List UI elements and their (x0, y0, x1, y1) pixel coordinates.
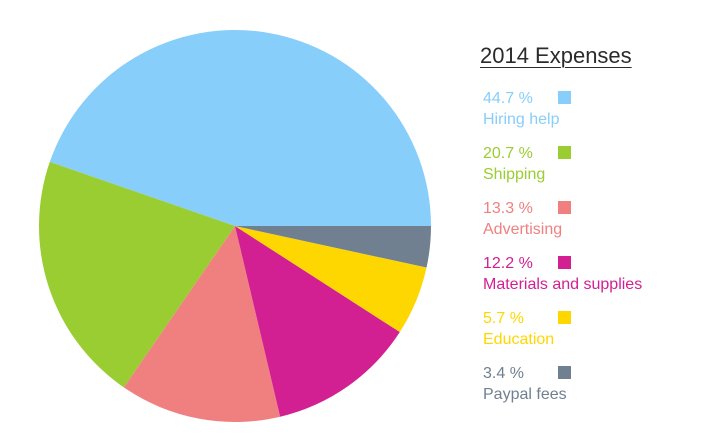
legend-swatch (558, 91, 571, 104)
legend-item-hiring-help: 44.7 % Hiring help (483, 88, 571, 130)
legend-percent: 12.2 % (483, 255, 533, 272)
pie-chart (39, 30, 432, 423)
legend-item-materials-and-supplies: 12.2 % Materials and supplies (483, 253, 642, 295)
legend-label: Advertising (483, 221, 563, 238)
pie-slice-advertising (123, 226, 281, 423)
legend-swatch (558, 311, 571, 324)
legend-title: 2014 Expenses (480, 43, 632, 68)
pie-slice-shipping (39, 161, 235, 388)
pie-slice-hiring-help (49, 30, 432, 226)
legend-percent: 44.7 % (483, 90, 533, 107)
legend-percent: 3.4 % (483, 365, 524, 382)
legend-item-advertising: 13.3 % Advertising (483, 198, 571, 240)
legend-swatch (558, 256, 571, 269)
legend-percent: 13.3 % (483, 200, 533, 217)
legend-swatch (558, 201, 571, 214)
legend-percent: 20.7 % (483, 145, 533, 162)
legend-label: Education (483, 331, 555, 348)
legend-swatch (558, 366, 571, 379)
legend-swatch (558, 146, 571, 159)
legend-item-education: 5.7 % Education (483, 308, 571, 350)
legend-label: Shipping (483, 166, 546, 183)
pie-slice-materials-and-supplies (235, 226, 400, 417)
legend-item-shipping: 20.7 % Shipping (483, 143, 571, 185)
legend-label: Materials and supplies (483, 276, 643, 293)
legend-label: Paypal fees (483, 386, 567, 403)
legend-item-paypal-fees: 3.4 % Paypal fees (483, 363, 571, 405)
legend-percent: 5.7 % (483, 310, 524, 327)
pie-slice-education (235, 226, 427, 333)
pie-slice-paypal-fees (235, 226, 431, 268)
legend-label: Hiring help (483, 111, 560, 128)
